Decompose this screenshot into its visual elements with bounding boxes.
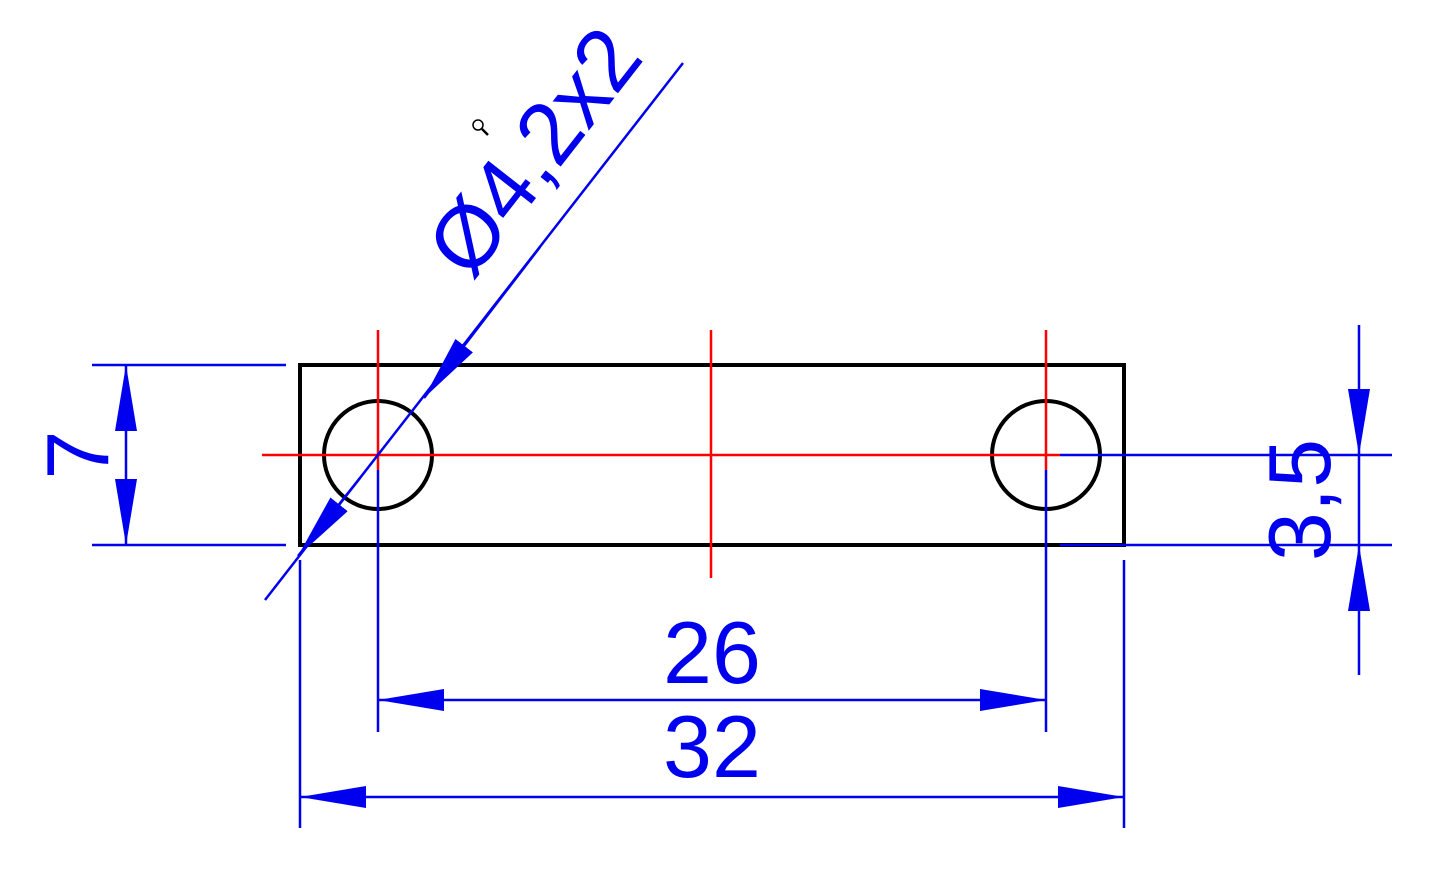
magnifier-cursor-icon (472, 119, 489, 136)
dimension-lines (92, 62, 1392, 828)
dim-text-hole-spacing: 26 (663, 603, 761, 702)
dim-text-hole-edge-offset: 3,5 (1250, 439, 1349, 561)
dim-text-total-height: 7 (28, 431, 127, 480)
dim-text-total-length: 32 (663, 697, 761, 796)
dim-text-hole-callout: Ø4,2x2 (408, 9, 661, 294)
centerlines (262, 330, 1060, 578)
